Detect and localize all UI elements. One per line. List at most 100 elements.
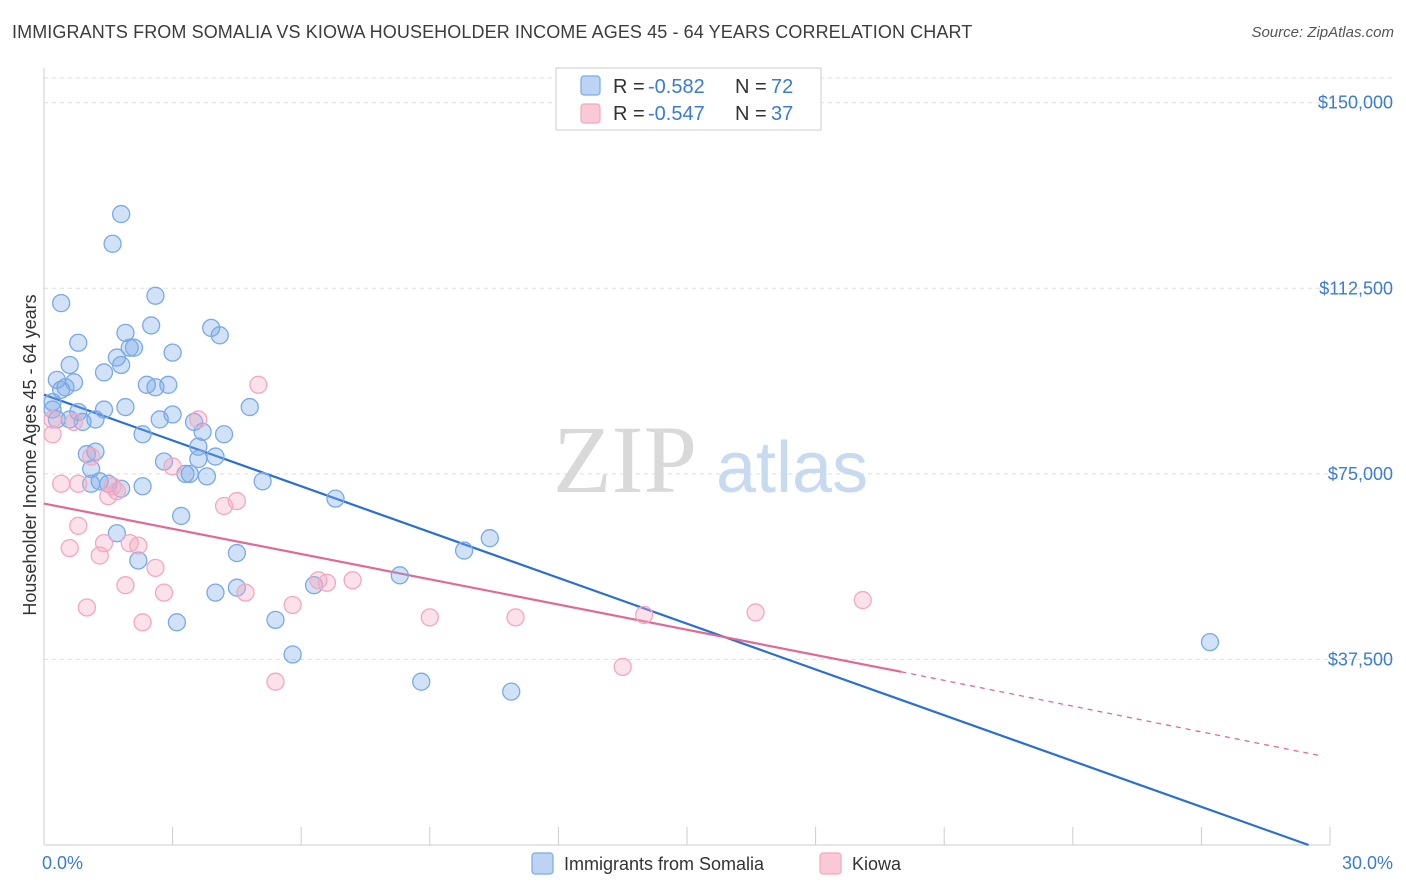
stats-swatch-kiowa	[580, 103, 601, 124]
somalia-point	[146, 286, 165, 305]
somalia-point	[116, 397, 135, 417]
kiowa-point	[133, 613, 152, 632]
kiowa-point	[154, 583, 174, 602]
stats-r-value-somalia: -0.582	[648, 76, 705, 98]
x-tick-label-max: 30.0%	[1342, 853, 1393, 873]
data-points	[43, 204, 1220, 701]
somalia-point	[154, 452, 174, 471]
kiowa-trend-line	[43, 502, 902, 673]
chart-title: IMMIGRANTS FROM SOMALIA VS KIOWA HOUSEHO…	[12, 22, 973, 42]
legend-swatch-kiowa	[819, 852, 842, 875]
somalia-point	[129, 551, 148, 570]
y-axis-title: Householder Income Ages 45 - 64 years	[20, 294, 40, 615]
kiowa-point	[227, 491, 247, 511]
somalia-point	[82, 459, 101, 479]
kiowa-point	[746, 603, 765, 622]
kiowa-point	[613, 657, 632, 677]
grid-lines	[44, 77, 1395, 660]
kiowa-point	[77, 598, 97, 617]
trend-lines	[43, 393, 1322, 847]
somalia-point	[43, 400, 62, 419]
somalia-point	[206, 447, 225, 466]
kiowa-trend-extension	[901, 671, 1322, 757]
kiowa-point	[107, 482, 127, 501]
watermark: ZIP atlas	[553, 406, 868, 513]
stats-n-label-kiowa: N =	[735, 103, 767, 125]
somalia-point	[412, 672, 431, 691]
somalia-point	[180, 464, 199, 484]
somalia-point	[390, 566, 409, 585]
stats-n-value-somalia: 72	[771, 76, 793, 98]
kiowa-point	[266, 672, 285, 691]
somalia-point	[283, 645, 302, 664]
stats-r-value-kiowa: -0.547	[648, 103, 705, 125]
somalia-point	[133, 477, 152, 496]
somalia-point	[103, 234, 122, 253]
kiowa-point	[420, 608, 439, 627]
somalia-point	[1200, 632, 1220, 652]
kiowa-point	[853, 590, 872, 610]
somalia-point	[51, 294, 71, 313]
stats-n-label-somalia: N =	[735, 76, 767, 98]
kiowa-point	[506, 608, 525, 627]
kiowa-point	[343, 571, 362, 590]
somalia-point	[210, 326, 229, 345]
kiowa-point	[249, 375, 268, 394]
somalia-point	[163, 343, 182, 362]
kiowa-point	[69, 474, 88, 493]
series-legend: Immigrants from Somalia Kiowa	[531, 852, 902, 875]
kiowa-point	[43, 410, 62, 429]
legend-label-kiowa: Kiowa	[852, 854, 902, 874]
watermark-zip: ZIP	[553, 406, 697, 513]
somalia-point	[189, 449, 208, 469]
somalia-point	[172, 506, 191, 526]
stats-legend: R = -0.582 N = 72 R = -0.547 N = 37	[555, 67, 822, 131]
somalia-point	[266, 610, 285, 629]
legend-label-somalia: Immigrants from Somalia	[564, 854, 765, 874]
somalia-point	[142, 316, 161, 335]
y-tick-label: $37,500	[1328, 649, 1393, 669]
y-tick-label: $112,500	[1319, 278, 1393, 298]
somalia-point	[69, 402, 88, 422]
stats-r-label-somalia: R =	[613, 76, 645, 98]
somalia-point	[107, 524, 127, 543]
somalia-point	[112, 204, 131, 224]
somalia-point	[112, 355, 131, 375]
somalia-point	[167, 613, 187, 632]
somalia-point	[159, 375, 178, 394]
axes: $37,500 $75,000 $112,500 $150,000 0.0% 30.0%	[42, 68, 1393, 873]
somalia-point	[116, 323, 135, 342]
somalia-point	[60, 355, 79, 375]
source-text: Source: ZipAtlas.com	[1251, 24, 1394, 41]
kiowa-point	[129, 536, 148, 555]
somalia-point	[227, 543, 247, 563]
somalia-point	[253, 472, 272, 491]
somalia-point	[64, 373, 84, 392]
kiowa-point	[99, 486, 118, 506]
somalia-point	[120, 338, 139, 357]
somalia-point	[94, 400, 114, 419]
kiowa-point	[317, 573, 337, 592]
kiowa-point	[60, 538, 79, 558]
stats-swatch-somalia	[580, 75, 601, 96]
legend-swatch-somalia	[531, 852, 554, 875]
stats-r-label-kiowa: R =	[613, 103, 645, 125]
somalia-point	[94, 363, 114, 382]
somalia-point	[227, 578, 247, 597]
kiowa-point	[283, 595, 302, 615]
somalia-point	[124, 338, 144, 357]
somalia-point	[56, 378, 75, 397]
watermark-atlas: atlas	[716, 428, 868, 508]
somalia-trend-line	[43, 393, 1309, 847]
kiowa-point	[94, 533, 114, 553]
kiowa-point	[189, 410, 208, 429]
somalia-point	[189, 437, 208, 456]
somalia-point	[480, 529, 499, 548]
somalia-point	[214, 425, 234, 444]
kiowa-point	[634, 605, 654, 625]
y-tick-label: $150,000	[1318, 93, 1393, 113]
kiowa-point	[82, 447, 101, 466]
kiowa-point	[236, 583, 255, 602]
somalia-point	[163, 405, 182, 424]
